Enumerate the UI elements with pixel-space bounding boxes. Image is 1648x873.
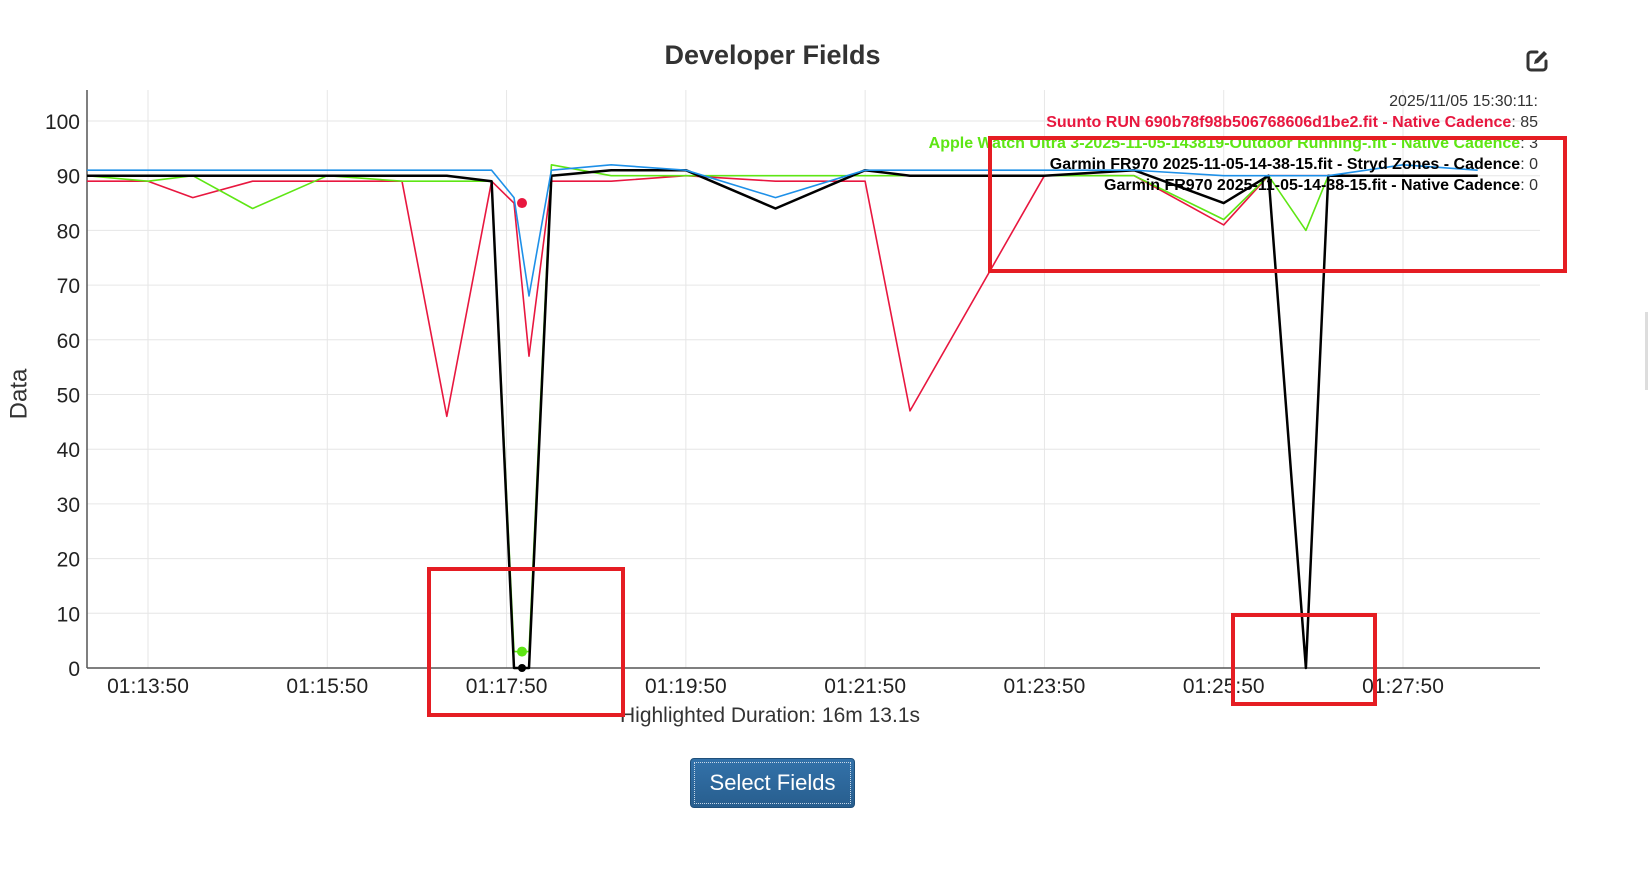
data-lines	[86, 164, 1478, 672]
svg-text:01:23:50: 01:23:50	[1004, 675, 1086, 698]
tooltip-row-garmin-stryd: Garmin FR970 2025-11-05-14-38-15.fit - S…	[1049, 156, 1538, 173]
tooltip-row-apple: Apple Watch Ultra 3-2025-11-05-143819-Ou…	[928, 135, 1538, 152]
series-line	[87, 168, 1478, 670]
edit-icon[interactable]	[1524, 48, 1550, 74]
scrollbar[interactable]	[1645, 312, 1648, 390]
svg-text:100: 100	[45, 111, 80, 134]
svg-text:70: 70	[57, 275, 80, 298]
series-line	[86, 164, 1478, 653]
tooltip-timestamp: 2025/11/05 15:30:11:	[1389, 93, 1538, 110]
tooltip-label: Garmin FR970 2025-11-05-14-38-15.fit - N…	[1104, 177, 1521, 194]
axes	[86, 90, 1540, 669]
svg-text:60: 60	[57, 330, 80, 353]
svg-text:01:21:50: 01:21:50	[824, 675, 906, 698]
svg-text:40: 40	[57, 439, 80, 462]
svg-text:01:13:50: 01:13:50	[107, 675, 189, 698]
highlighted-duration: Highlighted Duration: 16m 13.1s	[619, 704, 920, 727]
tick-labels: 0 10 20 30 40 50 60 70 80 90 100 01:13:50 01:15:50 01…	[45, 111, 1444, 698]
svg-text:01:17:50: 01:17:50	[466, 675, 548, 698]
select-fields-button[interactable]: Select Fields	[690, 758, 855, 808]
hover-marker	[518, 664, 526, 672]
svg-text:50: 50	[57, 385, 80, 408]
series-line	[87, 174, 1478, 418]
hover-tooltip: 2025/11/05 15:30:11: Suunto RUN 690b78f9…	[918, 91, 1538, 196]
series-line	[87, 164, 1478, 297]
chart-title: Developer Fields	[664, 40, 881, 70]
svg-text:01:19:50: 01:19:50	[645, 675, 727, 698]
svg-text:30: 30	[57, 494, 80, 517]
svg-text:80: 80	[57, 220, 80, 243]
svg-text:0: 0	[68, 658, 80, 681]
svg-text:01:15:50: 01:15:50	[286, 675, 368, 698]
svg-text:20: 20	[57, 549, 80, 572]
tooltip-label: Garmin FR970 2025-11-05-14-38-15.fit - S…	[1049, 156, 1521, 173]
svg-text:01:27:50: 01:27:50	[1362, 675, 1444, 698]
svg-text:01:25:50: 01:25:50	[1183, 675, 1265, 698]
tooltip-label: Apple Watch Ultra 3-2025-11-05-143819-Ou…	[928, 135, 1521, 152]
tooltip-label: Suunto RUN 690b78f98b506768606d1be2.fit …	[1046, 114, 1512, 131]
svg-text:10: 10	[57, 603, 80, 626]
hover-marker	[517, 198, 527, 209]
svg-text:90: 90	[57, 166, 80, 189]
tooltip-row-suunto: Suunto RUN 690b78f98b506768606d1be2.fit …	[1046, 114, 1538, 131]
tooltip-row-garmin-native: Garmin FR970 2025-11-05-14-38-15.fit - N…	[1104, 177, 1538, 194]
hover-marker	[517, 646, 527, 657]
